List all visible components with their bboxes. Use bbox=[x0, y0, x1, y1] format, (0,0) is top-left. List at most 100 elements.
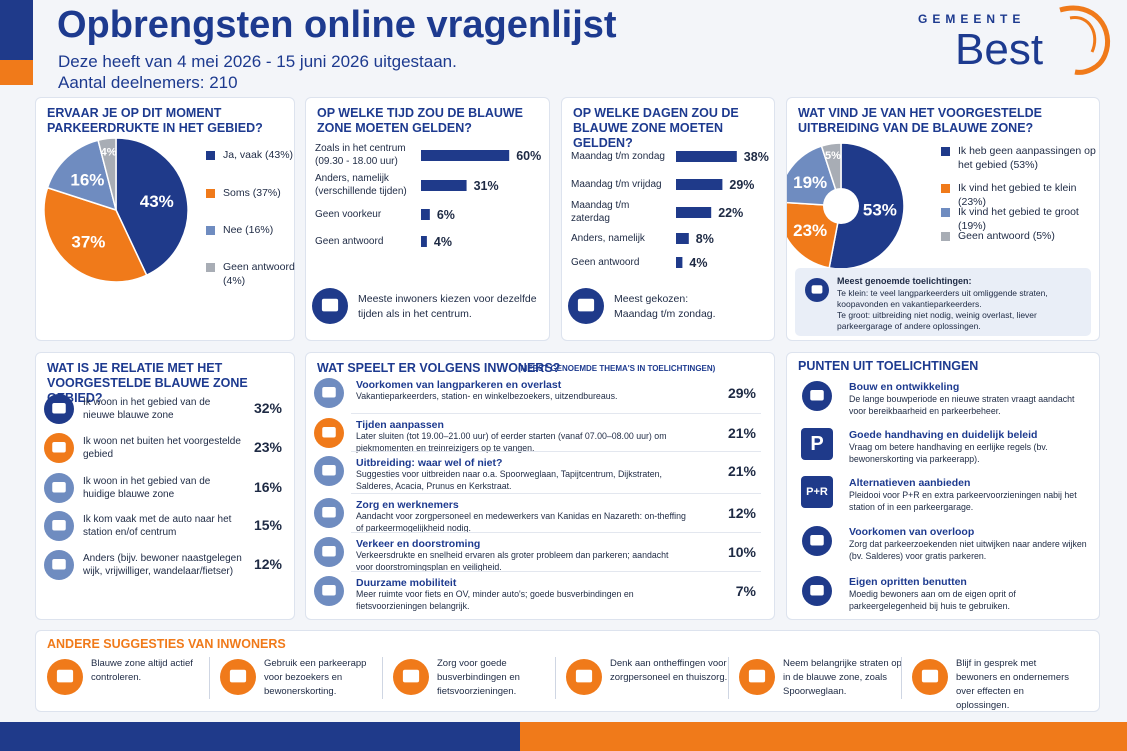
bar bbox=[421, 180, 467, 191]
suggestion-text: Neem belangrijke straten op in de blauwe… bbox=[783, 658, 902, 697]
theme-text: Verkeersdrukte en snelheid ervaren als g… bbox=[356, 550, 669, 572]
relation-value: 16% bbox=[253, 479, 282, 495]
corner-navy bbox=[0, 0, 33, 60]
legend-label: Ik vind het gebied te klein (23%) bbox=[958, 182, 1077, 208]
bar-value: 60% bbox=[516, 149, 541, 163]
theme-text: Suggesties voor uitbreiden naar o.a. Spo… bbox=[356, 469, 662, 491]
graphic: 38% 29% 22% 8% 4% bbox=[676, 150, 769, 270]
icon-glyph bbox=[322, 507, 336, 518]
corner-orange bbox=[0, 60, 33, 85]
theme-value: 21% bbox=[727, 425, 756, 441]
legend-swatch bbox=[206, 226, 215, 235]
graphic bbox=[802, 526, 832, 556]
legend-label: Geen antwoord (4%) bbox=[223, 261, 295, 287]
relation-label: Ik woon net buiten het voorgestelde gebi… bbox=[83, 436, 241, 460]
slice-label: 53% bbox=[863, 201, 897, 220]
theme-value: 29% bbox=[727, 385, 756, 401]
icon-glyph bbox=[921, 669, 939, 683]
graphic bbox=[314, 378, 344, 408]
point-title: Goede handhaving en duidelijk beleid bbox=[849, 429, 1038, 441]
panel: ANDERE SUGGESTIES VAN INWONERS Blauwe zon… bbox=[35, 630, 1100, 712]
bar-value: 4% bbox=[434, 235, 452, 249]
icon-glyph bbox=[56, 669, 74, 683]
bar-label: Maandag t/m zaterdag bbox=[571, 200, 630, 224]
point-text: Moedig bewoners aan om de eigen oprit of… bbox=[849, 589, 1016, 611]
panel: ERVAAR JE OP DIT MOMENT PARKEERDRUKTE IN… bbox=[35, 97, 295, 341]
icon-glyph bbox=[52, 520, 66, 531]
page-title: Opbrengsten online vragenlijst bbox=[57, 4, 617, 46]
separator bbox=[351, 413, 761, 414]
panel: PUNTEN UIT TOELICHTINGEN Bouw en ontwikke… bbox=[786, 352, 1100, 620]
logo-swirl bbox=[1059, 5, 1111, 75]
legend-label: Soms (37%) bbox=[223, 187, 281, 199]
note-title: Meest genoemde toelichtingen: bbox=[837, 276, 972, 286]
graphic bbox=[44, 511, 74, 541]
bar-value: 6% bbox=[437, 208, 455, 222]
footer-orange bbox=[520, 722, 1127, 751]
graphic bbox=[393, 659, 429, 695]
theme-title: Duurzame mobiliteit bbox=[356, 577, 457, 589]
point-text: Vraag om betere handhaving en eerlijke r… bbox=[849, 442, 1048, 464]
legend-label: Nee (16%) bbox=[223, 224, 274, 236]
legend-swatch bbox=[206, 263, 215, 272]
suggestion-text: Denk aan ontheffingen voor zorgpersoneel… bbox=[610, 658, 728, 683]
graphic bbox=[44, 550, 74, 580]
pie-slice bbox=[787, 145, 843, 207]
point-text: De lange bouwperiode en nieuwe straten v… bbox=[849, 394, 1075, 416]
relation-label: Anders (bijv. bewoner naastgelegen wijk,… bbox=[83, 553, 242, 577]
donut-hole bbox=[823, 188, 859, 224]
bar-value: 4% bbox=[689, 256, 707, 270]
slice-label: 19% bbox=[793, 173, 827, 192]
icon-glyph bbox=[322, 546, 336, 557]
graphic bbox=[44, 394, 74, 424]
theme-title: Verkeer en doorstroming bbox=[356, 538, 481, 550]
bar bbox=[421, 150, 510, 161]
icon-glyph bbox=[810, 535, 824, 546]
theme-value: 10% bbox=[727, 544, 756, 560]
theme-title: Uitbreiding: waar wel of niet? bbox=[356, 457, 503, 469]
icon-glyph bbox=[52, 442, 66, 453]
graphic bbox=[566, 659, 602, 695]
graphic bbox=[312, 288, 348, 324]
icon-glyph bbox=[810, 390, 824, 401]
chart-title: ERVAAR JE OP DIT MOMENT PARKEERDRUKTE IN… bbox=[47, 106, 263, 135]
pie-slice bbox=[115, 137, 189, 277]
panel: WAT SPEELT ER VOLGENS INWONERS? (MEEST GE… bbox=[305, 352, 775, 620]
note: Meeste inwoners kiezen voor dezelfde tij… bbox=[358, 293, 537, 320]
point-title: Voorkomen van overloop bbox=[849, 526, 975, 538]
legend-swatch bbox=[941, 232, 950, 241]
icon-glyph bbox=[52, 403, 66, 414]
icon-glyph bbox=[575, 669, 593, 683]
bar bbox=[676, 233, 689, 244]
relation-value: 23% bbox=[253, 439, 282, 455]
graphic bbox=[44, 433, 74, 463]
graphic bbox=[568, 288, 604, 324]
bar bbox=[676, 207, 712, 218]
bar-label: Geen voorkeur bbox=[315, 208, 382, 220]
divider bbox=[901, 657, 902, 699]
bar bbox=[676, 151, 737, 162]
pie-slice bbox=[97, 137, 117, 211]
bar-value: 38% bbox=[744, 150, 769, 164]
icon-glyph bbox=[322, 387, 336, 398]
relation-label: Ik woon in het gebied van de huidige bla… bbox=[83, 476, 211, 500]
theme-value: 12% bbox=[727, 505, 756, 521]
theme-value: 7% bbox=[735, 583, 756, 599]
graphic: 53% 23% 19% 5% bbox=[787, 142, 950, 270]
point-text: Pleidooi voor P+R en extra parkeervoorzi… bbox=[849, 490, 1077, 512]
graphic bbox=[314, 498, 344, 528]
bar-value: 29% bbox=[729, 178, 754, 192]
graphic bbox=[314, 456, 344, 486]
icon-glyph bbox=[811, 285, 823, 294]
graphic bbox=[805, 278, 829, 302]
icon-glyph bbox=[748, 669, 766, 683]
divider bbox=[555, 657, 556, 699]
bar-label: Maandag t/m vrijdag bbox=[571, 178, 662, 190]
theme-title: Tijden aanpassen bbox=[356, 419, 444, 431]
slice-label: 37% bbox=[71, 232, 105, 251]
legend-label: Geen antwoord (5%) bbox=[958, 230, 1055, 242]
graphic: 60% 31% 6% 4% bbox=[421, 149, 541, 249]
theme-title: Zorg en werknemers bbox=[356, 499, 459, 511]
icon-glyph bbox=[322, 465, 336, 476]
